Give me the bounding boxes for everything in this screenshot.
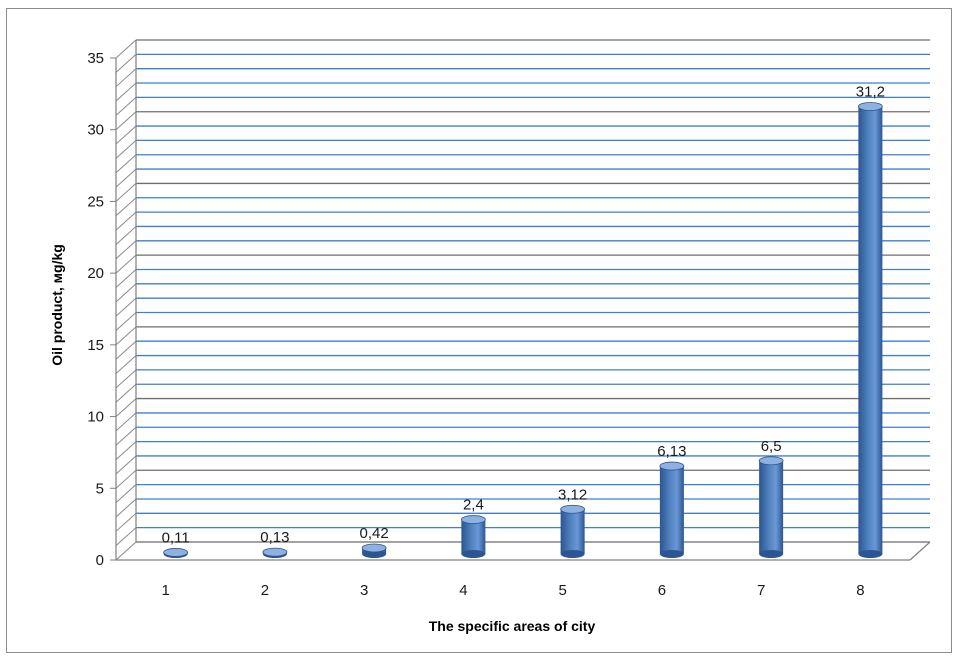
gridline-side bbox=[115, 326, 137, 346]
gridline-side bbox=[115, 96, 137, 116]
y-tick-label: 25 bbox=[87, 193, 104, 210]
gridline-side bbox=[115, 441, 137, 460]
bar-base bbox=[560, 550, 585, 558]
gridline-side bbox=[115, 82, 137, 102]
data-label: 6,5 bbox=[761, 438, 782, 455]
floor-edge bbox=[909, 541, 931, 561]
gridline-side bbox=[115, 168, 137, 188]
bar-top bbox=[262, 547, 288, 557]
data-label: 2,4 bbox=[463, 497, 484, 514]
gridline-side bbox=[115, 68, 137, 88]
x-tick-label: 8 bbox=[856, 582, 864, 599]
gridline-side bbox=[115, 512, 137, 532]
bar-top bbox=[659, 461, 685, 471]
gridline-side bbox=[115, 383, 137, 403]
bar bbox=[857, 102, 883, 558]
bar-base bbox=[362, 550, 387, 558]
x-tick-label: 2 bbox=[261, 582, 269, 599]
bar-top bbox=[361, 543, 387, 553]
bar-top bbox=[758, 456, 784, 466]
gridline-side bbox=[115, 412, 137, 432]
bar-base bbox=[659, 550, 684, 558]
gridline-side bbox=[115, 283, 137, 303]
gridline-side bbox=[115, 111, 137, 131]
x-tick-labels: 1 2 3 4 5 6 7 8 bbox=[161, 582, 864, 599]
y-tick-label: 10 bbox=[87, 409, 104, 426]
bar-top bbox=[560, 504, 586, 514]
bar-top bbox=[460, 515, 486, 524]
bar-body bbox=[858, 106, 883, 554]
x-tick-label: 3 bbox=[360, 582, 368, 599]
bar-base bbox=[759, 550, 784, 558]
bar bbox=[262, 547, 288, 558]
gridline-side bbox=[115, 541, 137, 561]
gridline-side bbox=[115, 39, 137, 59]
x-tick-label: 1 bbox=[161, 582, 169, 599]
gridline-side bbox=[115, 484, 137, 504]
bar bbox=[560, 504, 586, 558]
bar bbox=[659, 461, 685, 558]
x-tick-label: 5 bbox=[558, 582, 566, 599]
data-label: 3,12 bbox=[558, 486, 587, 503]
gridline-side bbox=[115, 240, 137, 260]
bar-body bbox=[560, 509, 585, 554]
bar bbox=[163, 548, 189, 558]
x-axis-title: The specific areas of city bbox=[429, 618, 596, 634]
gridline-side bbox=[115, 455, 137, 475]
y-tick-labels: 0 5 10 15 20 25 30 35 bbox=[87, 50, 104, 569]
data-label: 0,13 bbox=[260, 529, 289, 546]
x-tick-label: 7 bbox=[757, 582, 765, 599]
y-tick-label: 30 bbox=[87, 122, 104, 139]
bar bbox=[758, 456, 784, 558]
bar bbox=[361, 543, 387, 558]
bar-base bbox=[461, 550, 486, 558]
y-tick-label: 35 bbox=[87, 50, 104, 67]
axes bbox=[110, 40, 931, 561]
gridlines bbox=[115, 39, 930, 561]
bar bbox=[460, 515, 486, 558]
gridline-side bbox=[115, 197, 137, 217]
gridline-side bbox=[115, 355, 137, 374]
gridline-side bbox=[115, 426, 137, 446]
x-tick-label: 6 bbox=[658, 582, 666, 599]
gridline-side bbox=[115, 312, 137, 331]
gridline-side bbox=[115, 53, 137, 73]
gridline-side bbox=[115, 469, 137, 489]
gridline-side bbox=[115, 340, 137, 360]
gridline-side bbox=[115, 183, 137, 202]
gridline-side bbox=[115, 269, 137, 288]
gridline-side bbox=[115, 527, 137, 547]
y-tick-label: 5 bbox=[96, 480, 104, 497]
gridline-side bbox=[115, 498, 137, 518]
y-tick-label: 0 bbox=[96, 552, 104, 569]
bars bbox=[163, 102, 883, 558]
bar-top bbox=[163, 548, 189, 557]
data-label: 6,13 bbox=[657, 443, 686, 460]
bar-body bbox=[659, 466, 684, 554]
data-labels: 0,11 0,13 0,42 2,4 3,12 6,13 6,5 31,2 bbox=[162, 84, 885, 547]
bar-top bbox=[857, 102, 883, 111]
y-tick-label: 15 bbox=[87, 337, 104, 354]
x-tick-label: 4 bbox=[459, 582, 467, 599]
gridline-side bbox=[115, 226, 137, 245]
data-label: 31,2 bbox=[856, 84, 885, 101]
y-tick-label: 20 bbox=[87, 265, 104, 282]
gridline-side bbox=[115, 398, 137, 417]
bar-base bbox=[858, 550, 883, 558]
gridline-side bbox=[115, 154, 137, 174]
gridline-side bbox=[115, 254, 137, 274]
data-label: 0,42 bbox=[360, 525, 389, 542]
gridline-side bbox=[115, 211, 137, 231]
gridline-side bbox=[115, 140, 137, 159]
gridline-side bbox=[115, 369, 137, 389]
data-label: 0,11 bbox=[162, 529, 190, 546]
bar-body bbox=[461, 519, 486, 554]
gridline-side bbox=[115, 297, 137, 317]
bar-body bbox=[759, 460, 784, 554]
gridline-side bbox=[115, 125, 137, 145]
y-axis-title: Oil product, мg/kg bbox=[49, 244, 65, 366]
